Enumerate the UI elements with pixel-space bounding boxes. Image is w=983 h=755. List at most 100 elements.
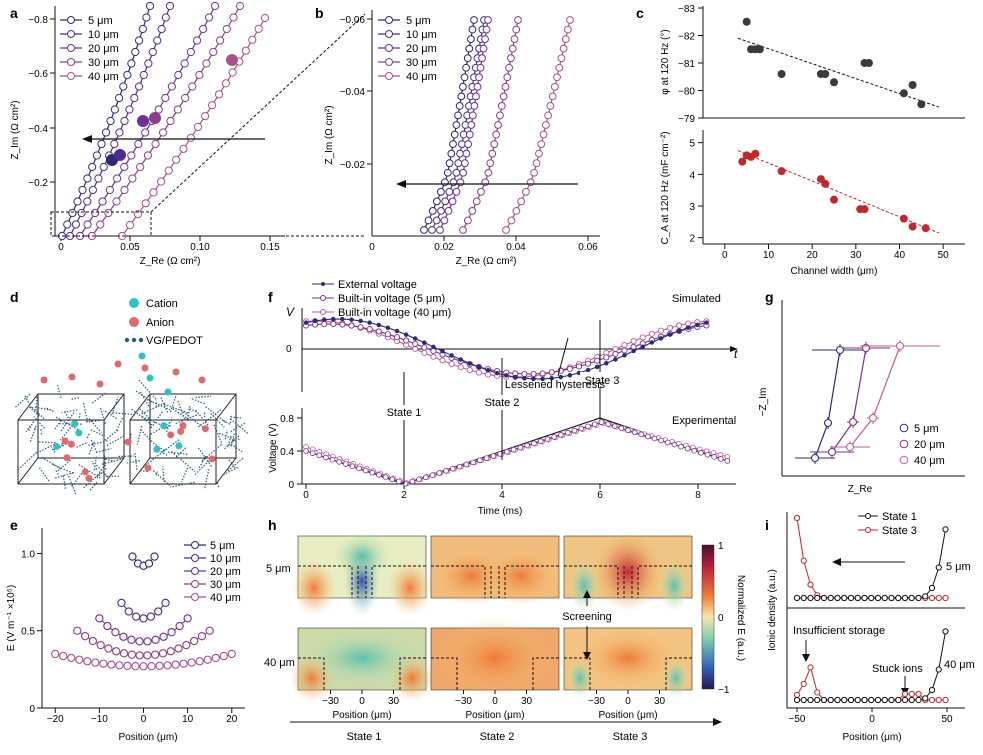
f-exp-5-point [437,471,442,476]
d-vg-fiber [187,405,190,419]
c-top-point [865,59,873,67]
i-stuck: Stuck ions [872,663,923,675]
e-data-point [196,658,203,665]
f-external-point [368,321,372,325]
f-legend-ext: External voltage [338,279,417,291]
d-vg-fiber [181,468,187,482]
i-insufficient: Insufficient storage [793,625,885,637]
a-data-point [158,178,165,185]
d-vg-fiber [140,391,149,406]
c-ytick: −80 [678,87,695,98]
g-legend-marker-icon [900,456,908,464]
f-builtin-5-point [586,361,591,366]
d-vg-fiber [112,397,118,415]
b-data-point [438,188,445,195]
b-data-point [485,17,492,24]
a-data-point [154,37,161,44]
i-state3-point [929,595,934,600]
b-data-point [527,179,534,186]
a-data-point [165,167,172,174]
f-builtin-5-point [404,338,409,343]
b-data-point [506,64,513,71]
d-anion [142,365,149,372]
f-builtin-40-point [485,372,490,377]
d-vg-fiber [41,432,43,435]
a-data-point [129,175,136,182]
g-legend-label: 40 μm [914,455,945,467]
d-anion [167,431,174,438]
d-vg-fiber [77,442,88,447]
h-xlabel: Position (μm) [598,710,657,721]
e-data-point [152,636,159,643]
e-legend-label: 5 μm [210,540,235,552]
c-bottom-point [922,224,930,232]
b-data-point [465,141,472,148]
f-builtin-5-point [622,348,627,353]
b-ytick: −0.06 [340,15,366,26]
a-xtick: 0 [58,242,64,253]
a-data-point [210,48,217,55]
f-exp-5-point [383,475,388,480]
g-data-point [829,449,836,456]
i-state1-point [875,697,880,702]
a-data-point [89,163,96,170]
a-xlabel: Z_Re (Ω cm²) [140,256,201,267]
i-state1-point [936,667,941,672]
c-top-point [778,70,786,78]
f-external-point [450,354,454,358]
a-data-point [131,94,138,101]
i-state1-point [821,595,826,600]
i-state1-point [815,697,820,702]
panel-label-e: e [10,517,18,533]
i-state1-point [929,687,934,692]
f-builtin-40-point [686,321,691,326]
h-cbar-tick: 1 [718,541,724,552]
a-data-point [211,2,218,9]
g-data-point [812,455,819,462]
d-cation [75,429,82,436]
e-data-point [84,658,91,665]
i-state3-point [943,697,948,702]
i-state3-point [909,691,914,696]
f-exp-5-point [417,477,422,482]
d-vg-fiber [15,394,29,407]
i-state1-point [794,595,799,600]
a-data-point [158,25,165,32]
e-data-point [159,650,166,657]
d-box-edge [216,394,236,420]
f-exp-5-point [444,468,449,473]
a-data-point [135,140,142,147]
i-state1-point [842,697,847,702]
a-data-point [124,71,131,78]
a-data-point [162,14,169,21]
e-xtick: −20 [47,714,64,725]
h-heatmap-blob [332,532,392,580]
i-xtick: 50 [941,714,953,725]
a-data-point [194,123,201,130]
a-data-point [149,48,156,55]
f-exp-5-point [491,454,496,459]
f-builtin-5-point [413,341,418,346]
d-box-edge [18,458,38,484]
a-data-point [97,221,104,228]
f-external-point [413,337,417,341]
d-cation [165,389,172,396]
legend-label: 30 μm [88,57,119,69]
legend-marker-icon [386,31,393,38]
f-builtin-40-point [431,354,436,359]
b-data-point [476,74,483,81]
panel-label-f: f [268,289,273,305]
f-exp-5-point [504,449,509,454]
a-data-point [92,209,99,216]
e-data-point [76,656,83,663]
a-ytick: −0.6 [28,69,48,80]
i-state1-point [808,697,813,702]
e-data-point [97,642,104,649]
b-data-point [450,141,457,148]
e-data-point [148,663,155,670]
e-data-point [120,633,127,640]
i-state3-point [808,665,813,670]
b-ytick-zero: 0 [369,242,375,253]
b-data-point [513,26,520,33]
f-exp-5-point [357,466,362,471]
